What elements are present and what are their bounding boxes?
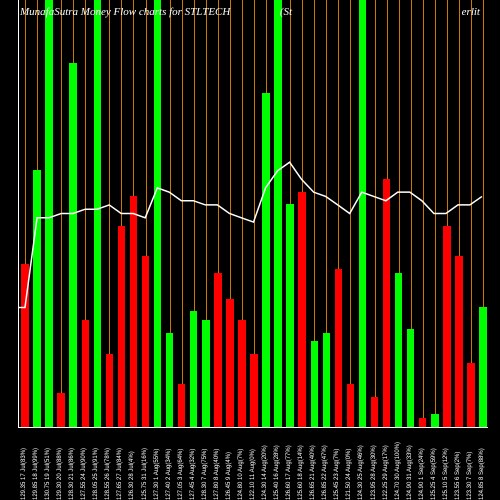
- bar: [311, 341, 318, 427]
- title-right: erlit: [462, 6, 480, 18]
- x-axis-label: 129.30 20 Jul(88%): [57, 448, 63, 500]
- title-left: MunafaSutra Money Flow charts for STLTEC…: [20, 6, 292, 18]
- x-axis-label: 130.75 19 Jul(51%): [45, 448, 51, 500]
- x-axis-label: 124.80 10 Aug(7%): [238, 449, 244, 500]
- x-axis-label: 127.05 3 Aug(64%): [178, 449, 184, 500]
- x-axis-label: 121.50 24 Aug(0%): [346, 449, 352, 500]
- bar: [250, 354, 257, 427]
- gridline: [435, 0, 436, 427]
- bar: [214, 273, 221, 427]
- x-axis-label: 123.30 7 Sep(7%): [467, 452, 473, 500]
- x-axis-labels: 129.35 17 Jul(83%) 129.85 18 Jul(99%) 130.…: [18, 430, 488, 500]
- x-axis-label: 127.45 4 Aug(32%): [190, 449, 196, 500]
- x-axis-label: 122.10 11 Aug(0%): [250, 449, 256, 500]
- x-axis-label: 125.60 18 Aug(14%): [298, 445, 304, 500]
- bar: [262, 93, 269, 427]
- x-axis-label: 127.30 1 Aug(55%): [154, 449, 160, 500]
- bar: [166, 333, 173, 427]
- x-axis-label: 122.25 29 Aug(17%): [383, 445, 389, 500]
- bar: [202, 320, 209, 427]
- x-axis-label: 124.85 8 Sep(88%): [479, 448, 485, 500]
- x-axis-label: 127.65 27 Jul(84%): [117, 448, 123, 500]
- bar: [45, 0, 52, 427]
- x-axis-label: 128.30 7 Aug(75%): [202, 449, 208, 500]
- gridline: [423, 0, 424, 427]
- x-axis-label: 126.60 17 Aug(77%): [286, 445, 292, 500]
- bar: [455, 256, 462, 427]
- bar: [359, 0, 366, 427]
- x-axis-label: 127.80 8 Aug(40%): [214, 449, 220, 500]
- bar: [178, 384, 185, 427]
- bar: [274, 0, 281, 427]
- bar: [190, 311, 197, 427]
- gridline: [350, 0, 351, 427]
- title-stock: (St: [280, 6, 292, 18]
- bar: [298, 192, 305, 427]
- x-axis-label: 124.30 25 Aug(46%): [358, 445, 364, 500]
- bar: [82, 320, 89, 427]
- bar: [226, 299, 233, 427]
- x-axis-label: 128.30 21 Jul(86%): [69, 448, 75, 500]
- bar: [371, 397, 378, 427]
- x-axis-label: 124.90 1 Sep(24%): [419, 448, 425, 500]
- x-axis-label: 125.75 31 Jul(16%): [142, 448, 148, 500]
- bar: [142, 256, 149, 427]
- bar: [238, 320, 245, 427]
- bar: [94, 0, 101, 427]
- x-axis-label: 127.55 24 Jul(90%): [81, 448, 87, 500]
- bar: [69, 63, 76, 427]
- x-axis-label: 126.65 21 Aug(40%): [310, 445, 316, 500]
- x-axis-label: 126.30 28 Jul(4%): [129, 451, 135, 500]
- x-axis-label: 127.40 2 Aug(34%): [166, 449, 172, 500]
- bar: [431, 414, 438, 427]
- bar: [467, 363, 474, 427]
- bar: [21, 264, 28, 427]
- x-axis-label: 128.55 26 Jul(78%): [105, 448, 111, 500]
- bar: [479, 307, 486, 427]
- bar: [154, 0, 161, 427]
- bar: [347, 384, 354, 427]
- x-axis-label: 125.45 23 Aug(7%): [334, 449, 340, 500]
- bar: [118, 226, 125, 427]
- gridline: [182, 0, 183, 427]
- chart-container: MunafaSutra Money Flow charts for STLTEC…: [0, 0, 500, 500]
- title-main: MunafaSutra Money Flow charts for STLTEC…: [20, 6, 230, 18]
- x-axis-label: 126.45 9 Aug(4%): [226, 452, 232, 500]
- gridline: [375, 0, 376, 427]
- x-axis-label: 123.95 28 Aug(30%): [371, 445, 377, 500]
- price-line: [19, 162, 482, 307]
- bar: [57, 393, 64, 427]
- x-axis-label: 125.40 16 Aug(28%): [274, 445, 280, 500]
- x-axis-label: 129.35 17 Jul(83%): [21, 448, 27, 500]
- x-axis-label: 129.85 18 Jul(99%): [33, 448, 39, 500]
- x-axis-label: 125.10 5 Sep(12%): [443, 448, 449, 500]
- bar: [130, 196, 137, 427]
- bar: [419, 418, 426, 427]
- x-axis-label: 124.70 30 Aug(100%): [395, 442, 401, 500]
- x-axis-label: 124.90 31 Aug(33%): [407, 445, 413, 500]
- x-axis-label: 125.25 4 Sep(59%): [431, 448, 437, 500]
- x-axis-label: 128.05 25 Jul(91%): [93, 448, 99, 500]
- bar: [395, 273, 402, 427]
- x-axis-label: 124.30 14 Aug(20%): [262, 445, 268, 500]
- bar: [286, 204, 293, 427]
- bar: [383, 179, 390, 427]
- bar: [335, 269, 342, 427]
- x-axis-label: 126.85 22 Aug(47%): [322, 445, 328, 500]
- x-axis-label: 123.55 6 Sep(2%): [455, 452, 461, 500]
- bar: [407, 329, 414, 427]
- bar: [323, 333, 330, 427]
- gridline: [61, 0, 62, 427]
- bar: [33, 170, 40, 427]
- bar: [443, 226, 450, 427]
- plot-area: [18, 0, 488, 428]
- bar: [106, 354, 113, 427]
